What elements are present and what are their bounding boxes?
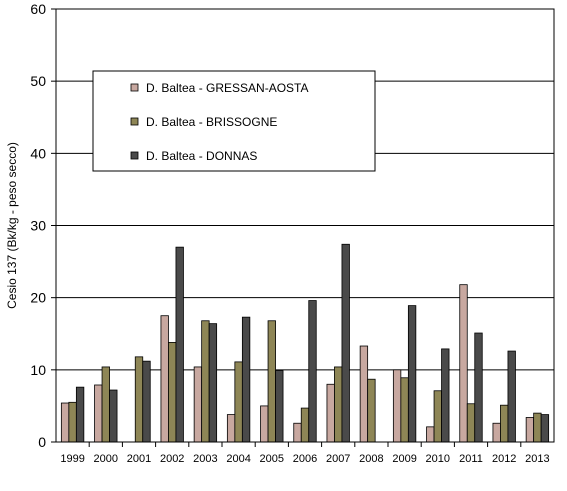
bar-2003-1 xyxy=(193,366,203,443)
y-axis-label: Cesio 137 (Bk/kg - peso secco) xyxy=(5,142,19,309)
bar-2000-2 xyxy=(101,366,110,443)
bar-2005-3 xyxy=(275,370,284,443)
y-tick-label: 40 xyxy=(30,145,46,161)
bar-2004-3 xyxy=(241,316,251,443)
y-tick-label: 50 xyxy=(30,73,46,89)
bar-2002-3 xyxy=(175,246,184,443)
bar-2000-1 xyxy=(94,384,103,443)
bar-2010-2 xyxy=(433,390,442,443)
bar-2012-3 xyxy=(507,350,516,443)
legend-label: D. Baltea - DONNAS xyxy=(146,149,257,163)
bar-2008-1 xyxy=(359,345,369,443)
x-tick-label: 2007 xyxy=(326,453,350,465)
legend-box xyxy=(92,70,376,172)
bar-2013-1 xyxy=(525,417,535,443)
x-tick-label: 2003 xyxy=(193,453,217,465)
legend-swatch xyxy=(130,151,139,160)
x-tick-label: 2010 xyxy=(426,453,450,465)
x-tick-label: 2006 xyxy=(293,453,317,465)
bar-2009-1 xyxy=(392,369,402,443)
bar-2007-1 xyxy=(326,383,335,443)
bar-2012-2 xyxy=(500,404,509,443)
x-tick-label: 2008 xyxy=(359,453,383,465)
x-tick-label: 2004 xyxy=(226,453,250,465)
bar-2012-1 xyxy=(492,422,501,443)
bar-1999-1 xyxy=(60,402,70,443)
x-tick-label: 2001 xyxy=(127,453,151,465)
bar-2011-3 xyxy=(474,332,483,443)
legend-label: D. Baltea - BRISSOGNE xyxy=(146,115,277,129)
bar-2000-3 xyxy=(109,389,118,443)
bar-2003-2 xyxy=(201,320,210,443)
bar-2002-1 xyxy=(160,315,169,443)
bar-2007-3 xyxy=(341,243,350,443)
y-tick-label: 0 xyxy=(38,434,46,450)
x-tick-label: 2012 xyxy=(492,453,516,465)
x-tick-label: 2011 xyxy=(459,453,483,465)
bar-2010-1 xyxy=(426,426,435,443)
bar-2006-2 xyxy=(300,407,310,443)
y-tick-label: 10 xyxy=(30,362,46,378)
bar-1999-3 xyxy=(75,386,85,443)
legend: D. Baltea - GRESSAN-AOSTA D. Baltea - BRI… xyxy=(92,70,376,172)
y-tick-label: 30 xyxy=(30,218,46,234)
x-tick-label: 2002 xyxy=(160,453,184,465)
bar-2007-2 xyxy=(334,366,343,443)
bar-2013-3 xyxy=(540,414,550,443)
bar-2004-1 xyxy=(226,414,236,443)
axes: 0 10 20 30 40 50 60 1999 2000 2001 2002 2003 2004 200… xyxy=(30,1,549,465)
x-tick-label: 2000 xyxy=(94,453,118,465)
bar-2005-1 xyxy=(260,405,269,443)
bar-2003-3 xyxy=(208,323,218,443)
bar-2004-2 xyxy=(234,361,243,443)
bar-2001-3 xyxy=(142,360,151,443)
legend-label: D. Baltea - GRESSAN-AOSTA xyxy=(146,81,309,95)
bar-2013-2 xyxy=(533,412,542,443)
x-tick-label: 2013 xyxy=(525,453,549,465)
x-tick-label: 1999 xyxy=(60,453,84,465)
bar-2006-3 xyxy=(308,300,317,443)
y-tick-label: 20 xyxy=(30,290,46,306)
bar-2006-1 xyxy=(293,422,302,443)
bar-2005-2 xyxy=(267,320,276,443)
bar-2002-2 xyxy=(168,342,177,443)
bar-2001-2 xyxy=(134,356,144,443)
bar-2011-1 xyxy=(459,284,468,443)
x-tick-label: 2005 xyxy=(260,453,284,465)
bar-2010-3 xyxy=(441,348,450,443)
legend-swatch xyxy=(130,117,139,126)
bar-1999-2 xyxy=(68,401,77,443)
bar-2008-2 xyxy=(367,378,376,443)
legend-swatch xyxy=(130,83,139,92)
x-tick-label: 2009 xyxy=(392,453,416,465)
bar-2011-2 xyxy=(466,403,476,443)
bars xyxy=(60,243,550,443)
y-tick-label: 60 xyxy=(30,1,46,17)
bar-2009-3 xyxy=(407,305,417,443)
bar-2009-2 xyxy=(400,377,409,443)
